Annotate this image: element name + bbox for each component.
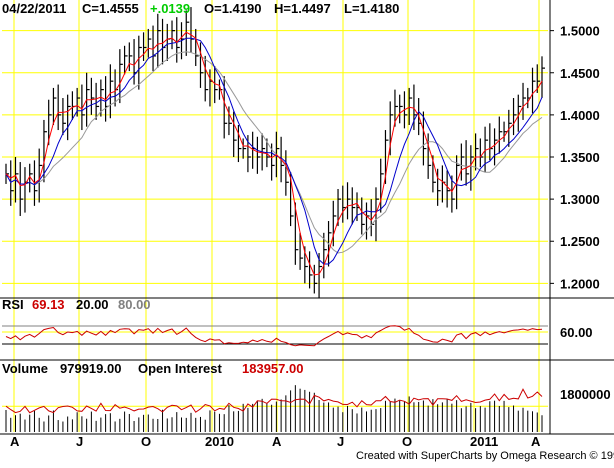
ma-fast-line (5, 31, 543, 276)
header-high: H=1.4497 (274, 1, 331, 16)
volume-panel (2, 385, 548, 432)
rsi-upper-level: 80.00 (118, 297, 151, 312)
x-tick-label: O (141, 434, 151, 449)
x-tick-label: 2011 (470, 434, 498, 449)
header-low: L=1.4180 (344, 1, 399, 16)
x-tick-label: A (272, 434, 282, 449)
volume-tick-label: 1800000 (560, 387, 611, 402)
x-tick-label: A (10, 434, 20, 449)
header-close: C=1.4555 (82, 1, 139, 16)
open-interest-value: 183957.00 (242, 361, 303, 376)
rsi-value: 69.13 (32, 297, 65, 312)
price-tick-label: 1.5000 (560, 24, 600, 39)
price-tick-label: 1.4500 (560, 66, 600, 81)
rsi-tick-label: 60.00 (560, 325, 593, 340)
rsi-label: RSI (2, 297, 24, 312)
price-tick-label: 1.3500 (560, 150, 600, 165)
price-tick-label: 1.2500 (560, 234, 600, 249)
header-open: O=1.4190 (204, 1, 261, 16)
footer-credit: Created with SuperCharts by Omega Resear… (356, 450, 614, 462)
x-tick-label: A (531, 434, 541, 449)
x-tick-label: O (402, 434, 412, 449)
rsi-panel (2, 325, 548, 347)
rsi-lower-level: 20.00 (76, 297, 109, 312)
ma-slow-line (5, 51, 543, 254)
x-tick-label: 2010 (205, 434, 234, 449)
price-panel (5, 7, 545, 299)
price-tick-label: 1.3000 (560, 192, 600, 207)
volume-value: 979919.00 (60, 361, 121, 376)
price-tick-label: 1.2000 (560, 276, 600, 291)
axes: 1.5000 1.4500 1.4000 1.3500 1.3000 1.2500 1.20… (0, 0, 614, 449)
x-tick-label: J (337, 434, 344, 449)
price-tick-label: 1.4000 (560, 108, 600, 123)
header-date: 04/22/2011 (2, 1, 66, 16)
ma-mid-line (5, 37, 543, 265)
volume-label: Volume (2, 361, 48, 376)
x-tick-label: J (76, 434, 83, 449)
header-change: +.0139 (150, 1, 190, 16)
open-interest-label: Open Interest (138, 361, 222, 376)
rsi-line (5, 325, 543, 347)
open-interest-line (5, 388, 543, 414)
